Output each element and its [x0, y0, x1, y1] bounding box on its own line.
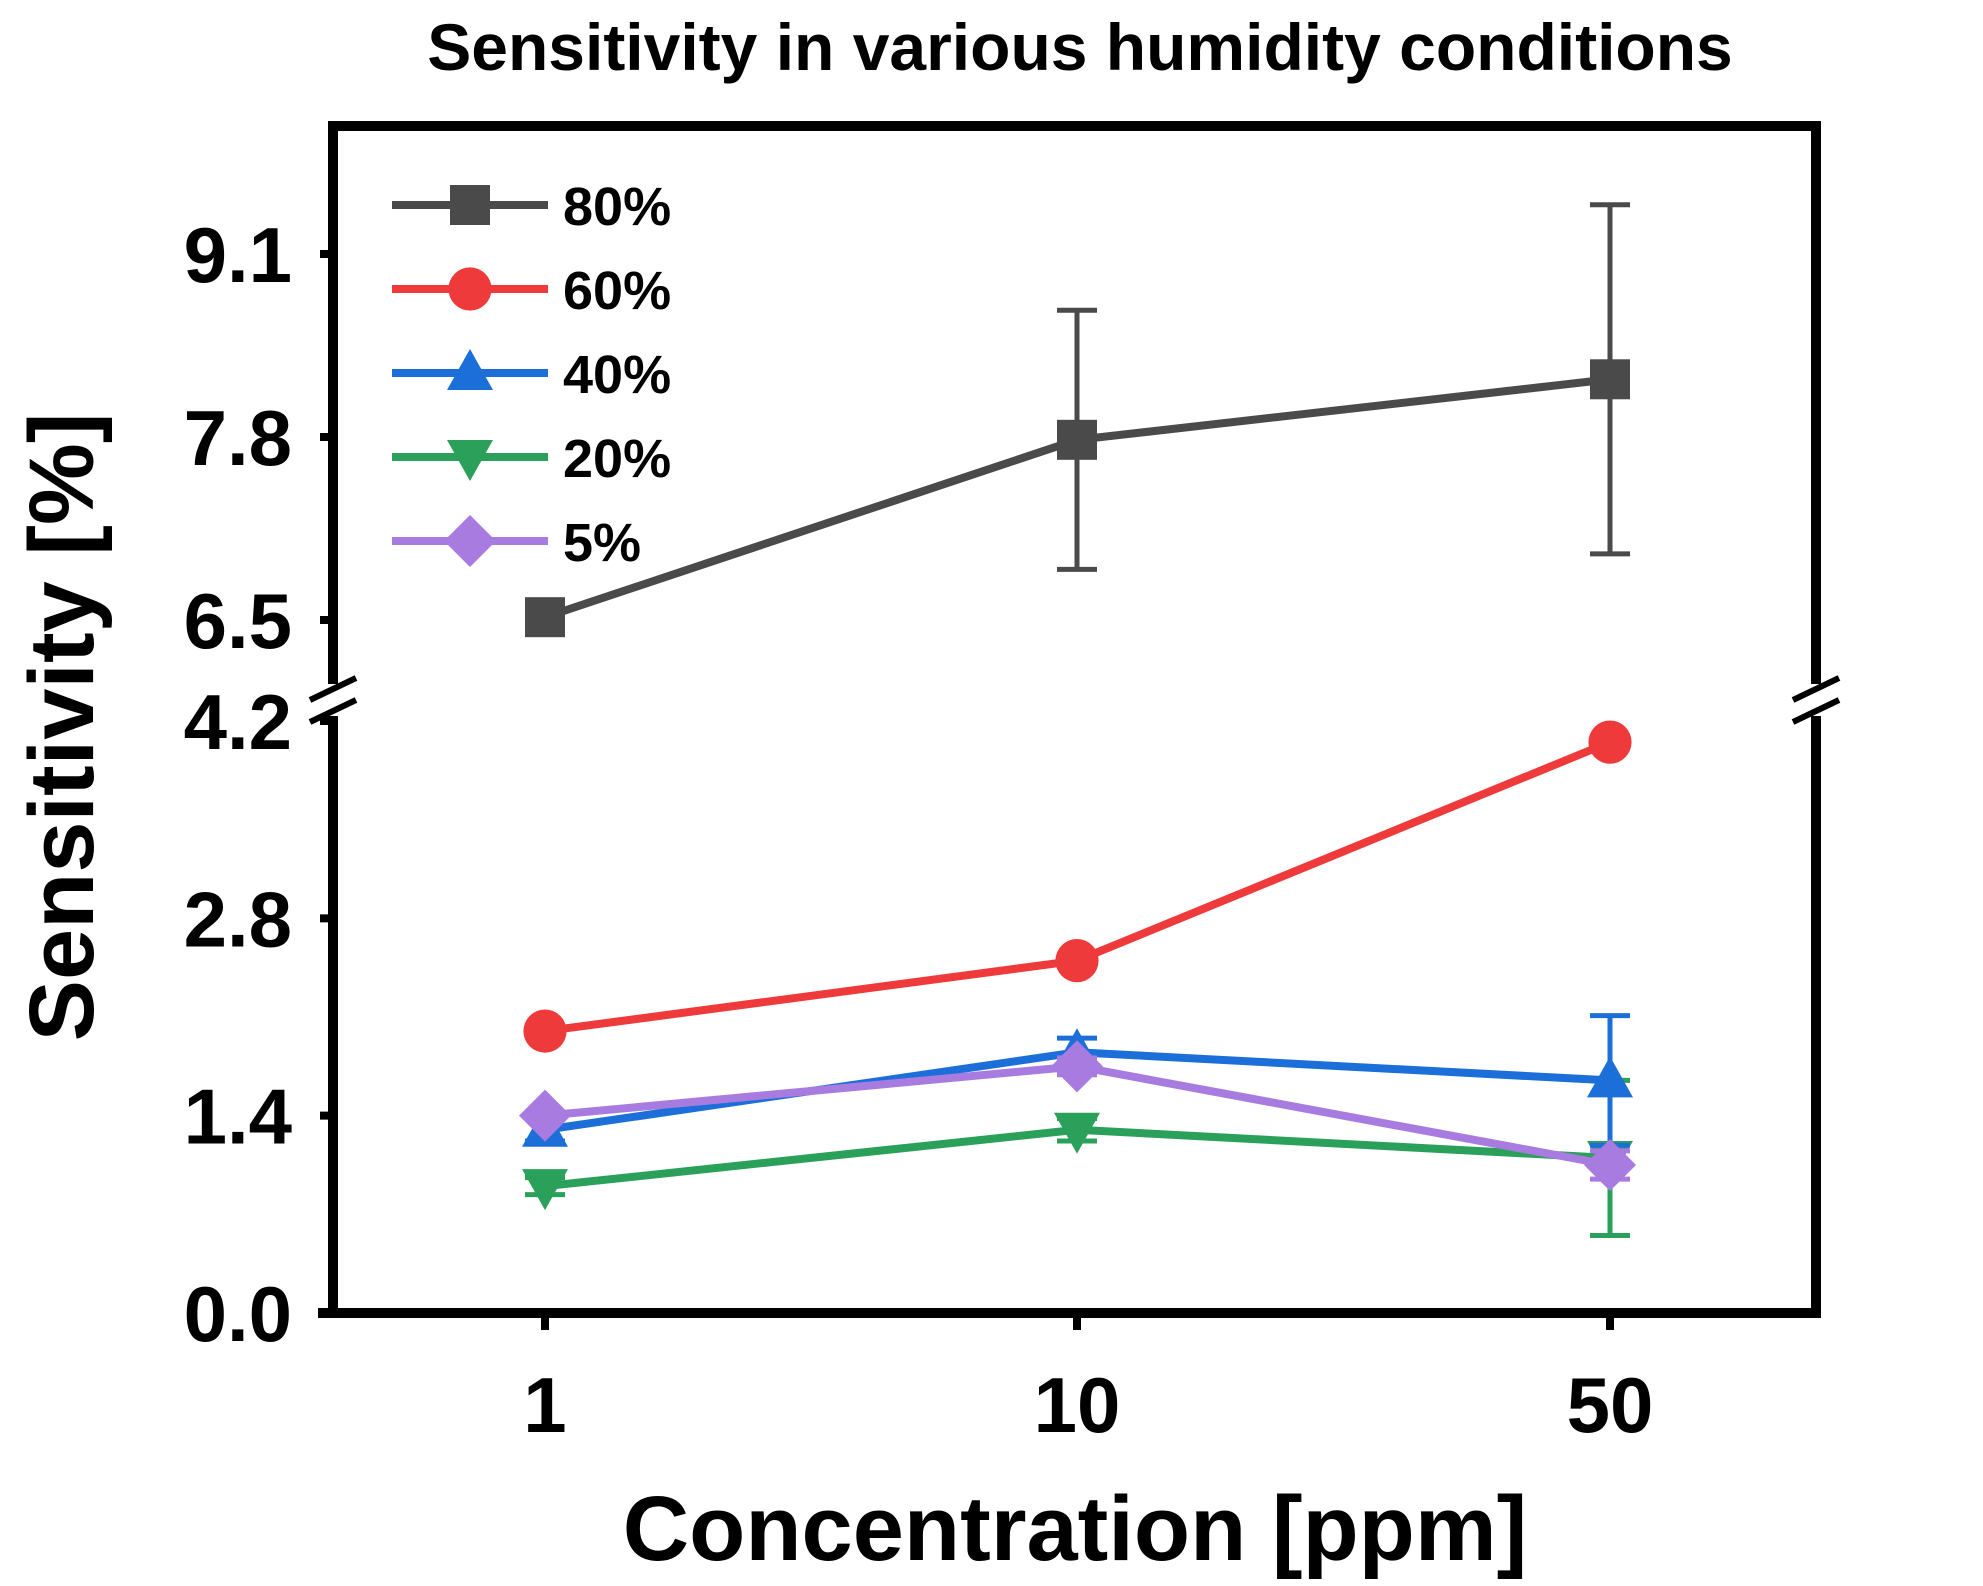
marker-square: [525, 597, 565, 638]
marker-triangle-down: [447, 440, 493, 481]
legend-entry: 80%: [392, 177, 671, 237]
legend-label: 40%: [563, 345, 671, 405]
x-tick-label: 50: [1567, 1361, 1654, 1449]
marker-circle: [448, 267, 492, 311]
legend-label: 20%: [563, 429, 671, 489]
series-layer: [519, 202, 1636, 1238]
y-axis-ticks: 0.0 1.4 2.8 4.2 6.5 7.8 9.1: [184, 211, 338, 1358]
legend-entry: 20%: [392, 429, 671, 489]
y-tick-label: 1.4: [184, 1073, 292, 1161]
plot-frame: [308, 121, 1841, 1318]
y-axis-label: Sensitivity [%]: [11, 413, 113, 1042]
x-tick-label: 1: [523, 1361, 566, 1449]
legend: 80% 60% 40% 20% 5%: [392, 177, 671, 573]
x-axis-label: Concentration [ppm]: [623, 1478, 1528, 1580]
marker-circle: [523, 1009, 567, 1053]
marker-triangle-up: [447, 349, 493, 390]
y-tick-label: 6.5: [184, 577, 292, 665]
legend-label: 5%: [563, 513, 641, 573]
y-tick-label: 7.8: [184, 394, 292, 482]
y-tick-label: 2.8: [184, 875, 292, 963]
marker-circle: [1055, 939, 1099, 983]
marker-square: [450, 185, 490, 225]
legend-entry: 60%: [392, 261, 671, 321]
x-axis-ticks: 1 10 50: [523, 1308, 1653, 1449]
marker-triangle-down: [1054, 1112, 1100, 1154]
marker-circle: [1588, 720, 1632, 764]
y-tick-label: 0.0: [184, 1270, 292, 1358]
legend-label: 60%: [563, 261, 671, 321]
marker-diamond: [519, 1089, 571, 1142]
marker-diamond: [444, 515, 496, 567]
axis-break-left: [308, 675, 358, 725]
x-tick-label: 10: [1034, 1361, 1121, 1449]
marker-triangle-up: [1587, 1056, 1633, 1098]
legend-entry: 40%: [392, 345, 671, 405]
y-tick-label: 4.2: [184, 678, 292, 766]
legend-entry: 5%: [392, 513, 641, 573]
marker-square: [1590, 359, 1630, 400]
marker-square: [1057, 419, 1097, 460]
marker-triangle-down: [522, 1169, 568, 1211]
chart-title: Sensitivity in various humidity conditio…: [427, 10, 1733, 84]
series-80pct: [525, 202, 1630, 638]
legend-label: 80%: [563, 177, 671, 237]
y-tick-label: 9.1: [184, 211, 292, 299]
axis-break-right: [1791, 675, 1841, 725]
marker-diamond: [1051, 1040, 1103, 1093]
marker-diamond: [1584, 1139, 1636, 1191]
series-line: [544, 738, 1612, 1036]
series-5pct: [519, 1040, 1636, 1191]
series-60pct: [523, 720, 1632, 1053]
